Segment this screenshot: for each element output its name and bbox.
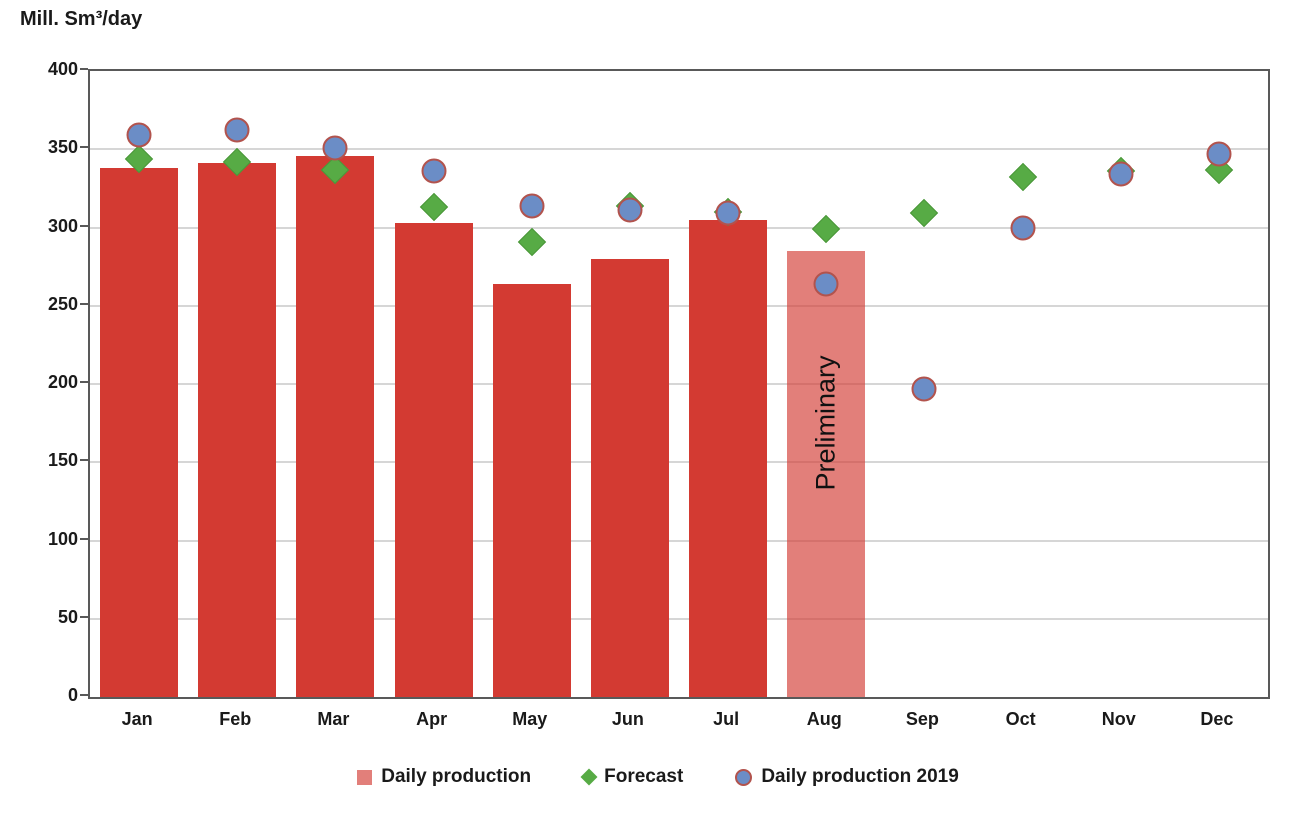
x-axis-label-mar: Mar bbox=[317, 709, 350, 729]
bar-jun bbox=[590, 258, 669, 697]
daily-production-2019-marker-mar bbox=[322, 135, 348, 161]
y-axis-label-300: 300 bbox=[47, 215, 78, 236]
daily-production-2019-marker-may bbox=[519, 193, 545, 219]
y-axis-title: Mill. Sm³/day bbox=[20, 8, 143, 30]
daily-production-swatch-icon bbox=[357, 769, 373, 785]
x-axis: Jan Feb Mar Apr May Jun Jul Aug Sep Oct Nov Dec bbox=[88, 709, 1266, 733]
x-axis-label-sep: Sep bbox=[905, 709, 939, 729]
bar-aug: Preliminary bbox=[787, 250, 866, 697]
y-axis-label-200: 200 bbox=[47, 372, 78, 392]
legend-label-daily-production: Daily production bbox=[381, 766, 532, 787]
daily-production-2019-marker-aug bbox=[813, 271, 839, 297]
legend-item-daily-production-2019: Daily production 2019 bbox=[735, 766, 959, 788]
forecast-marker-sep bbox=[910, 199, 939, 228]
legend-label-forecast: Forecast bbox=[604, 766, 684, 787]
gridline-350 bbox=[90, 148, 1268, 151]
gridline-250 bbox=[90, 304, 1268, 307]
preliminary-label: Preliminary bbox=[810, 355, 841, 491]
y-axis-tick-350 bbox=[80, 146, 88, 149]
y-axis-tick-100 bbox=[80, 537, 88, 540]
bar-feb bbox=[198, 163, 277, 697]
gridline-300 bbox=[90, 226, 1268, 229]
forecast-marker-oct bbox=[1008, 163, 1037, 192]
y-axis-label-150: 150 bbox=[47, 450, 78, 471]
daily-production-2019-marker-dec bbox=[1206, 141, 1232, 167]
x-axis-label-jan: Jan bbox=[121, 709, 153, 729]
daily-production-2019-marker-jul bbox=[715, 200, 741, 226]
daily-production-2019-marker-sep bbox=[911, 376, 937, 402]
x-axis-label-oct: Oct bbox=[1005, 709, 1036, 729]
y-axis-label-250: 250 bbox=[47, 293, 78, 314]
y-axis-label-100: 100 bbox=[47, 528, 78, 549]
y-axis-tick-250 bbox=[80, 302, 88, 305]
y-axis-tick-400 bbox=[80, 68, 88, 70]
x-axis-label-jun: Jun bbox=[611, 709, 644, 729]
y-axis-tick-300 bbox=[80, 224, 88, 227]
y-axis-tick-200 bbox=[80, 381, 88, 383]
legend-item-daily-production: Daily production bbox=[357, 766, 531, 788]
forecast-marker-aug bbox=[812, 214, 841, 244]
daily-production-2019-marker-apr bbox=[421, 158, 447, 184]
daily-production-2019-marker-nov bbox=[1108, 161, 1134, 187]
x-axis-label-jul: Jul bbox=[713, 709, 740, 729]
y-axis-tick-150 bbox=[80, 459, 88, 462]
daily-production-2019-marker-jan bbox=[126, 122, 152, 148]
daily-production-2019-marker-jun bbox=[617, 197, 643, 223]
bar-jan bbox=[100, 168, 179, 697]
bar-apr bbox=[394, 222, 473, 697]
daily-production-2019-marker-feb bbox=[224, 117, 250, 143]
y-axis-label-400: 400 bbox=[47, 59, 78, 79]
gridline-50 bbox=[90, 617, 1268, 620]
y-axis: 0 50 100 150 200 250 300 350 400 bbox=[0, 60, 88, 704]
legend-label-daily-production-2019: Daily production 2019 bbox=[761, 766, 959, 787]
y-axis-label-0: 0 bbox=[67, 685, 78, 705]
gridline-150 bbox=[90, 461, 1268, 464]
legend-item-forecast: Forecast bbox=[580, 766, 684, 788]
y-axis-tick-0 bbox=[80, 694, 88, 696]
x-axis-label-may: May bbox=[512, 709, 548, 729]
x-axis-label-aug: Aug bbox=[806, 709, 842, 729]
legend: Daily production Forecast Daily producti… bbox=[0, 766, 1316, 788]
forecast-marker-may bbox=[517, 227, 546, 256]
daily-production-2019-circle-icon bbox=[735, 768, 753, 786]
y-axis-label-350: 350 bbox=[47, 137, 78, 158]
y-axis-label-50: 50 bbox=[57, 606, 78, 627]
y-axis-tick-50 bbox=[80, 615, 88, 618]
x-axis-label-apr: Apr bbox=[416, 709, 448, 729]
forecast-diamond-icon bbox=[580, 768, 598, 786]
x-axis-label-feb: Feb bbox=[219, 709, 252, 729]
forecast-marker-apr bbox=[419, 193, 448, 222]
bar-may bbox=[492, 283, 571, 697]
x-axis-label-dec: Dec bbox=[1200, 709, 1234, 729]
gridline-200 bbox=[90, 383, 1268, 385]
bar-mar bbox=[296, 155, 375, 697]
daily-production-2019-marker-oct bbox=[1010, 215, 1036, 240]
bar-jul bbox=[689, 219, 768, 697]
gridline-100 bbox=[90, 539, 1268, 542]
plot-area: Preliminary bbox=[88, 69, 1270, 699]
x-axis-label-nov: Nov bbox=[1101, 709, 1136, 729]
